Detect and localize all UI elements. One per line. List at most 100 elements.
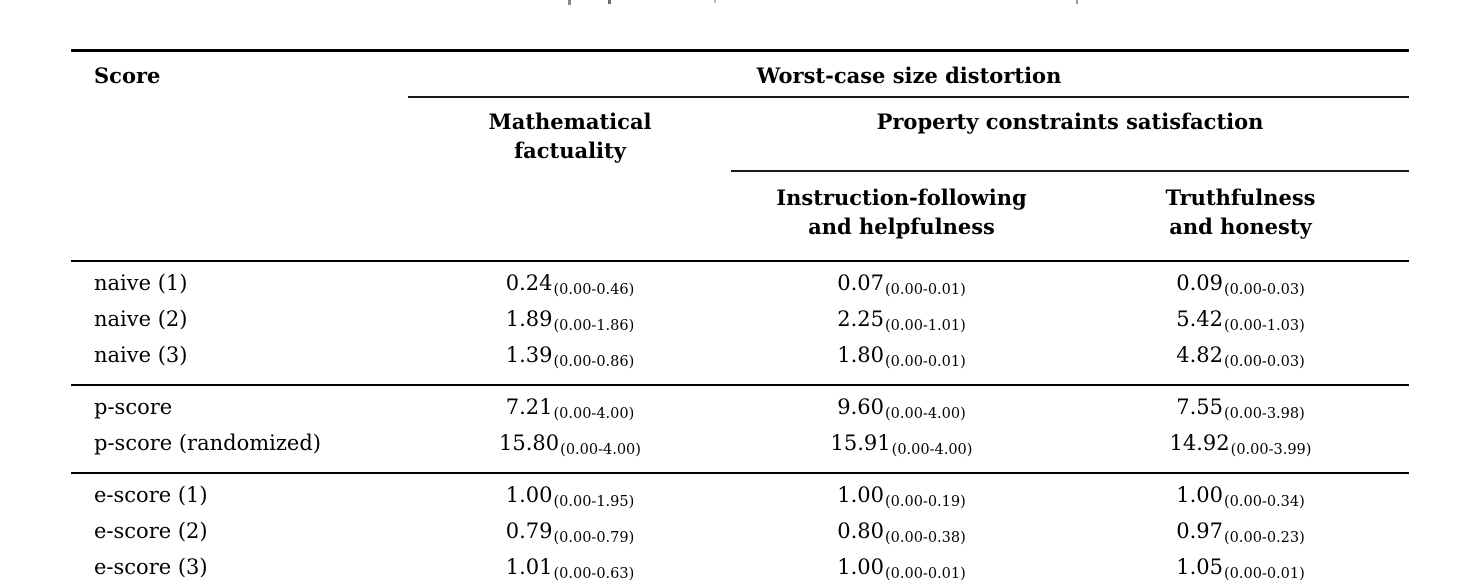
- value-main: 15.80: [499, 431, 560, 455]
- header-truthfulness-honesty: Truthfulness and honesty: [1072, 183, 1409, 241]
- value-range: (0.00-0.46): [553, 282, 635, 298]
- top-rule: [71, 49, 1409, 52]
- value-main: 7.21: [505, 395, 553, 419]
- value-main: 1.00: [837, 555, 884, 579]
- value-main: 5.42: [1176, 307, 1223, 331]
- mid-rule: [71, 472, 1409, 474]
- value-main: 9.60: [837, 395, 884, 419]
- value-cell: 1.05(0.00-0.01): [1072, 553, 1409, 580]
- value-main: 0.80: [837, 519, 884, 543]
- value-range: (0.00-1.03): [1223, 318, 1305, 334]
- value-main: 1.39: [505, 343, 553, 367]
- header-truthfulness-honesty-line1: Truthfulness: [1165, 185, 1316, 210]
- value-cell: 15.91(0.00-4.00): [731, 429, 1072, 465]
- value-cell: 0.24(0.00-0.46): [409, 269, 731, 305]
- row-label: naive (1): [94, 271, 188, 295]
- row-label: p-score (randomized): [94, 431, 321, 455]
- value-range: (0.00-4.00): [560, 442, 641, 458]
- value-range: (0.00-0.38): [884, 530, 966, 546]
- value-main: 0.97: [1176, 519, 1223, 543]
- value-cell: 0.79(0.00-0.79): [409, 517, 731, 553]
- table-row: naive (2) 1.89(0.00-1.86) 2.25(0.00-1.01…: [71, 305, 1409, 341]
- value-range: (0.00-0.01): [884, 354, 966, 370]
- value-cell: 9.60(0.00-4.00): [731, 393, 1072, 429]
- value-cell: 0.07(0.00-0.01): [731, 269, 1072, 305]
- value-main: 14.92: [1169, 431, 1230, 455]
- section-naive: naive (1) 0.24(0.00-0.46) 0.07(0.00-0.01…: [71, 262, 1409, 384]
- value-range: (0.00-0.01): [884, 282, 966, 298]
- value-main: 4.82: [1176, 343, 1223, 367]
- value-main: 1.00: [505, 483, 553, 507]
- value-cell: 5.42(0.00-1.03): [1072, 305, 1409, 341]
- value-range: (0.00-4.00): [884, 406, 966, 422]
- value-cell: 0.09(0.00-0.03): [1072, 269, 1409, 305]
- caption-fragment: [714, 0, 716, 3]
- value-cell: 4.82(0.00-0.03): [1072, 341, 1409, 377]
- section-e-score: e-score (1) 1.00(0.00-1.95) 1.00(0.00-0.…: [71, 474, 1409, 580]
- table-row: naive (1) 0.24(0.00-0.46) 0.07(0.00-0.01…: [71, 269, 1409, 305]
- header-instruction-following-line2: and helpfulness: [808, 214, 995, 239]
- value-range: (0.00-0.19): [884, 494, 966, 510]
- value-range: (0.00-4.00): [891, 442, 973, 458]
- value-cell: 1.00(0.00-0.01): [731, 553, 1072, 580]
- value-main: 15.91: [830, 431, 891, 455]
- value-range: (0.00-3.99): [1230, 442, 1312, 458]
- section-p-score: p-score 7.21(0.00-4.00) 9.60(0.00-4.00) …: [71, 386, 1409, 472]
- row-label: e-score (1): [94, 483, 208, 507]
- table-row: naive (3) 1.39(0.00-0.86) 1.80(0.00-0.01…: [71, 341, 1409, 377]
- value-range: (0.00-0.79): [553, 530, 635, 546]
- header-truthfulness-honesty-line2: and honesty: [1169, 214, 1312, 239]
- value-main: 1.89: [505, 307, 553, 331]
- value-range: (0.00-0.86): [553, 354, 635, 370]
- row-label: naive (2): [94, 307, 188, 331]
- header-mathematical-factuality-line2: factuality: [514, 138, 626, 163]
- header-instruction-following-line1: Instruction-following: [776, 185, 1027, 210]
- value-range: (0.00-0.23): [1223, 530, 1305, 546]
- value-range: (0.00-0.01): [1223, 566, 1305, 580]
- value-cell: 1.01(0.00-0.63): [409, 553, 731, 580]
- value-cell: 0.80(0.00-0.38): [731, 517, 1072, 553]
- value-main: 0.24: [505, 271, 553, 295]
- value-main: 0.79: [505, 519, 553, 543]
- value-range: (0.00-3.98): [1223, 406, 1305, 422]
- row-label: e-score (2): [94, 519, 208, 543]
- value-cell: 1.89(0.00-1.86): [409, 305, 731, 341]
- value-range: (0.00-0.03): [1223, 282, 1305, 298]
- value-main: 1.01: [505, 555, 553, 579]
- row-label: naive (3): [94, 343, 188, 367]
- value-cell: 1.39(0.00-0.86): [409, 341, 731, 377]
- value-cell: 7.21(0.00-4.00): [409, 393, 731, 429]
- cmidrule-worst-case: [408, 96, 1409, 98]
- table-row: p-score 7.21(0.00-4.00) 9.60(0.00-4.00) …: [71, 393, 1409, 429]
- header-instruction-following: Instruction-following and helpfulness: [731, 183, 1072, 241]
- table-row: e-score (1) 1.00(0.00-1.95) 1.00(0.00-0.…: [71, 481, 1409, 517]
- table-header: Score Worst-case size distortion Mathema…: [71, 52, 1409, 260]
- value-main: 0.07: [837, 271, 884, 295]
- value-main: 1.00: [837, 483, 884, 507]
- value-cell: 1.00(0.00-0.19): [731, 481, 1072, 517]
- mid-rule: [71, 384, 1409, 386]
- header-worst-case-size-distortion: Worst-case size distortion: [756, 63, 1062, 88]
- value-cell: 2.25(0.00-1.01): [731, 305, 1072, 341]
- caption-fragment: [608, 0, 611, 4]
- value-cell: 15.80(0.00-4.00): [409, 429, 731, 465]
- value-cell: 0.97(0.00-0.23): [1072, 517, 1409, 553]
- value-main: 1.80: [837, 343, 884, 367]
- table-row: e-score (3) 1.01(0.00-0.63) 1.00(0.00-0.…: [71, 553, 1409, 580]
- results-table: Score Worst-case size distortion Mathema…: [71, 49, 1409, 580]
- header-property-constraints-satisfaction: Property constraints satisfaction: [876, 109, 1264, 134]
- value-main: 1.05: [1176, 555, 1223, 579]
- value-range: (0.00-4.00): [553, 406, 635, 422]
- caption-fragment: [1076, 0, 1078, 4]
- cmidrule-property-constraints: [731, 170, 1409, 172]
- header-score: Score: [94, 63, 161, 88]
- value-range: (0.00-0.03): [1223, 354, 1305, 370]
- value-range: (0.00-0.01): [884, 566, 966, 580]
- row-label: e-score (3): [94, 555, 208, 579]
- value-cell: 14.92(0.00-3.99): [1072, 429, 1409, 465]
- value-main: 0.09: [1176, 271, 1223, 295]
- value-cell: 1.80(0.00-0.01): [731, 341, 1072, 377]
- value-range: (0.00-1.95): [553, 494, 635, 510]
- value-main: 7.55: [1176, 395, 1223, 419]
